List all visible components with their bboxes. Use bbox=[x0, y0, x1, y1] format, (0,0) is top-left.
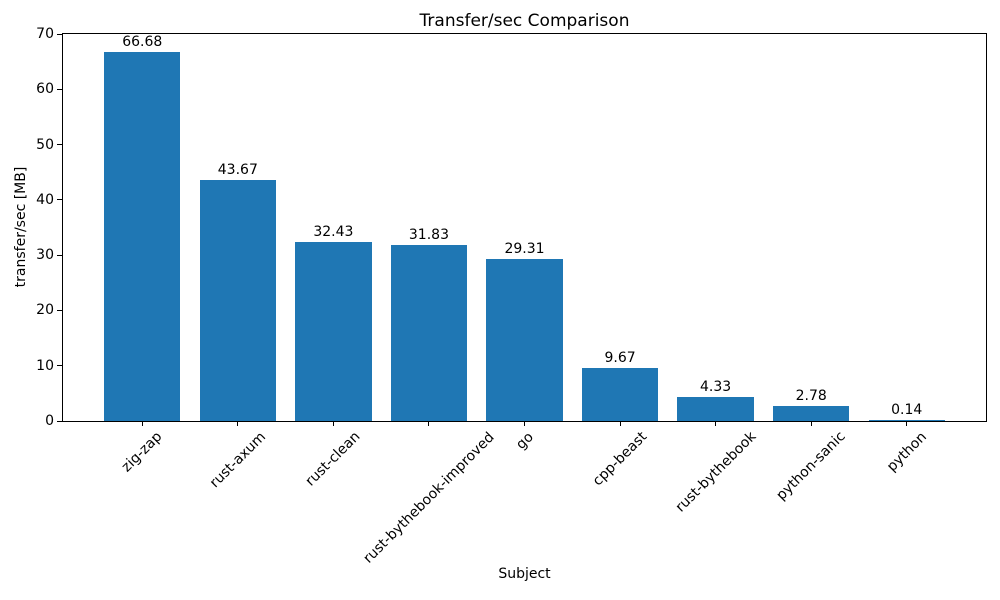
y-tick-label: 70 bbox=[36, 26, 54, 42]
bar bbox=[295, 241, 372, 421]
y-tick-label: 60 bbox=[36, 81, 54, 98]
y-tick-label: 0 bbox=[45, 413, 54, 429]
x-tick-label: rust-bythebook-improved bbox=[360, 428, 498, 567]
x-tick bbox=[428, 422, 430, 426]
y-tick bbox=[57, 88, 62, 90]
bar bbox=[677, 397, 754, 421]
bar-value-label: 32.43 bbox=[313, 223, 354, 240]
bar bbox=[390, 245, 468, 421]
x-tick-label: python bbox=[883, 428, 930, 475]
x-tick-label: rust-clean bbox=[302, 428, 364, 490]
y-tick-label: 10 bbox=[36, 357, 54, 374]
bar-value-label: 31.83 bbox=[408, 227, 449, 244]
bar bbox=[868, 420, 945, 421]
bar-value-label: 0.14 bbox=[891, 402, 923, 418]
chart-title: Transfer/sec Comparison bbox=[419, 11, 630, 31]
y-tick bbox=[57, 254, 62, 256]
x-tick bbox=[619, 422, 621, 426]
bar bbox=[104, 52, 181, 421]
x-tick-label: python-sanic bbox=[773, 428, 849, 505]
bar bbox=[772, 405, 850, 421]
axis-frame bbox=[62, 33, 987, 422]
x-tick-label: rust-axum bbox=[206, 429, 269, 492]
y-tick bbox=[57, 199, 62, 201]
bar bbox=[581, 367, 659, 421]
bar-value-label: 43.67 bbox=[217, 161, 258, 178]
x-tick bbox=[237, 422, 239, 426]
x-tick-label: go bbox=[512, 428, 537, 453]
bar bbox=[199, 179, 277, 421]
x-tick-label: zig-zap bbox=[118, 428, 166, 476]
x-tick bbox=[141, 422, 143, 426]
x-tick-label: cpp-beast bbox=[589, 428, 651, 490]
y-tick bbox=[57, 420, 62, 422]
x-tick bbox=[906, 422, 908, 426]
y-tick-label: 20 bbox=[36, 302, 54, 319]
bar-value-label: 2.78 bbox=[795, 387, 827, 404]
bar-value-label: 66.68 bbox=[122, 34, 163, 51]
bar-value-label: 29.31 bbox=[504, 240, 545, 257]
y-tick-label: 30 bbox=[36, 247, 54, 264]
bar bbox=[486, 258, 563, 421]
bar-value-label: 9.67 bbox=[604, 349, 636, 366]
y-tick bbox=[57, 144, 62, 146]
x-tick bbox=[332, 422, 334, 426]
y-tick bbox=[57, 33, 62, 35]
y-tick-label: 40 bbox=[36, 191, 54, 208]
x-tick-label: rust-bythebook bbox=[672, 429, 760, 516]
x-tick bbox=[715, 422, 717, 426]
y-tick bbox=[57, 309, 62, 311]
y-tick-label: 50 bbox=[36, 136, 54, 153]
y-tick bbox=[57, 365, 62, 367]
x-tick bbox=[524, 422, 525, 426]
x-axis-label: Subject bbox=[498, 566, 551, 582]
x-tick bbox=[810, 422, 812, 426]
bar-value-label: 4.33 bbox=[700, 379, 732, 396]
